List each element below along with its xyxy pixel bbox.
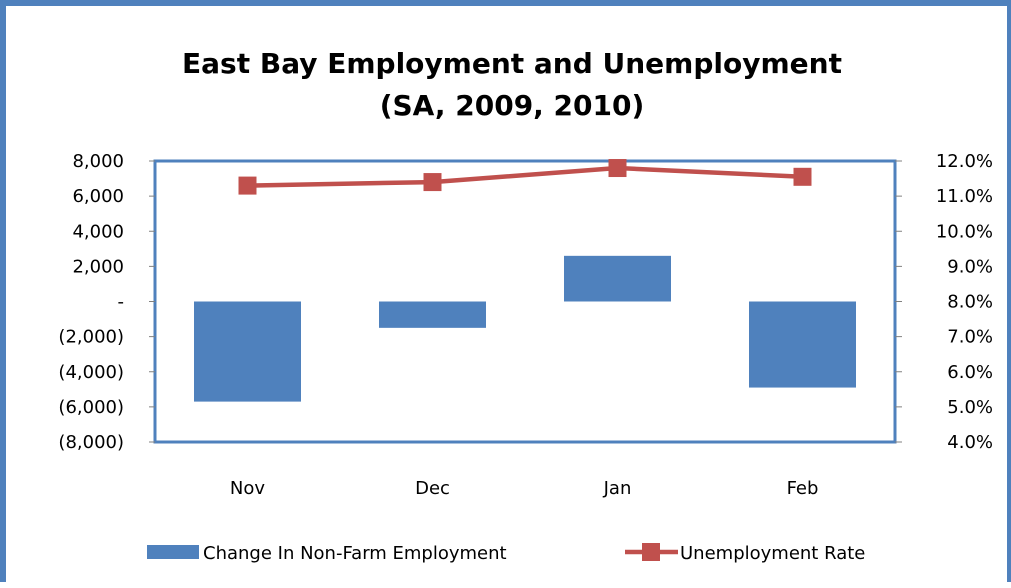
right-axis-tick-label: 5.0% — [947, 397, 993, 418]
chart: East Bay Employment and Unemployment (SA… — [58, 47, 993, 564]
category-label-nov: Nov — [230, 478, 265, 499]
right-axis-tick-label: 9.0% — [947, 256, 993, 277]
legend: Change In Non-Farm Employment Unemploymen… — [147, 543, 865, 564]
left-axis-tick-label: 8,000 — [72, 151, 124, 172]
bar-nov — [194, 301, 301, 402]
unemployment-rate-point-dec — [423, 173, 442, 192]
plot-area: 8,000 6,000 4,000 2,000 - (2,000) (4,000) (6,00… — [58, 151, 993, 499]
left-axis-tick-label: 6,000 — [72, 186, 124, 207]
right-axis-tick-label: 12.0% — [936, 151, 993, 172]
left-axis-tick-label: 2,000 — [72, 256, 124, 277]
right-axis-tick-label: 6.0% — [947, 362, 993, 383]
right-axis-tick-label: 10.0% — [936, 221, 993, 242]
unemployment-rate-point-jan — [608, 159, 627, 178]
left-axis-tick-label: (2,000) — [58, 327, 124, 348]
left-axis-tick-label: (6,000) — [58, 397, 124, 418]
left-axis-tick-label: (4,000) — [58, 362, 124, 383]
category-label-jan: Jan — [603, 478, 632, 499]
category-label-feb: Feb — [787, 478, 819, 499]
unemployment-rate-line — [247, 165, 803, 188]
unemployment-rate-point-nov — [238, 176, 257, 195]
left-axis-tick-label: - — [118, 292, 125, 313]
bar-jan — [564, 255, 671, 302]
left-axis-tick-label: (8,000) — [58, 432, 124, 453]
right-axis-tick-label: 4.0% — [947, 432, 993, 453]
chart-title-line-2: (SA, 2009, 2010) — [380, 89, 645, 122]
legend-swatch-bar — [147, 545, 199, 559]
legend-label-bar: Change In Non-Farm Employment — [203, 543, 507, 564]
unemployment-rate-point-feb — [793, 167, 812, 186]
legend-swatch-marker — [642, 543, 660, 561]
left-axis-tick-label: 4,000 — [72, 221, 124, 242]
bar-feb — [749, 301, 856, 388]
right-axis-tick-label: 8.0% — [947, 292, 993, 313]
right-axis-tick-label: 7.0% — [947, 327, 993, 348]
legend-label-line: Unemployment Rate — [680, 543, 865, 564]
bar-dec — [379, 301, 486, 328]
right-axis-tick-label: 11.0% — [936, 186, 993, 207]
category-label-dec: Dec — [415, 478, 450, 499]
chart-title-line-1: East Bay Employment and Unemployment — [182, 47, 842, 80]
